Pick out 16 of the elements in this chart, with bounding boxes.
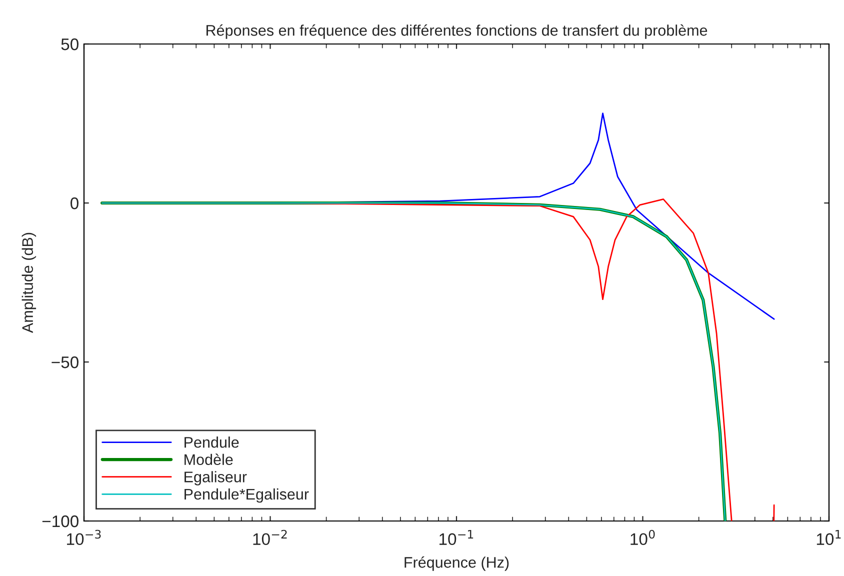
legend-label: Egaliseur: [184, 471, 247, 486]
y-tick-label: −50: [52, 356, 78, 368]
y-tick-label: 0: [70, 197, 78, 210]
legend-label: Modèle: [184, 454, 233, 466]
x-tick-label: 10$^{0}$: [630, 530, 655, 546]
y-tick-label: 50: [61, 38, 78, 50]
x-axis-title: Fréquence (Hz): [404, 556, 509, 571]
legend-label: Pendule*Egaliseur: [184, 488, 309, 503]
y-axis-title: Amplitude (dB): [22, 232, 36, 333]
x-tick-label: 10$^{−3}$: [67, 530, 101, 546]
chart-title: Réponses en fréquence des différentes fonctions de transfert du problème: [206, 24, 708, 39]
x-tick-label: 10$^{−1}$: [440, 530, 474, 546]
legend-label: Pendule: [184, 436, 239, 448]
y-tick-label: −100: [42, 515, 78, 528]
x-tick-label: 10$^{−2}$: [253, 530, 287, 546]
x-tick-label: 10$^{1}$: [816, 530, 841, 546]
